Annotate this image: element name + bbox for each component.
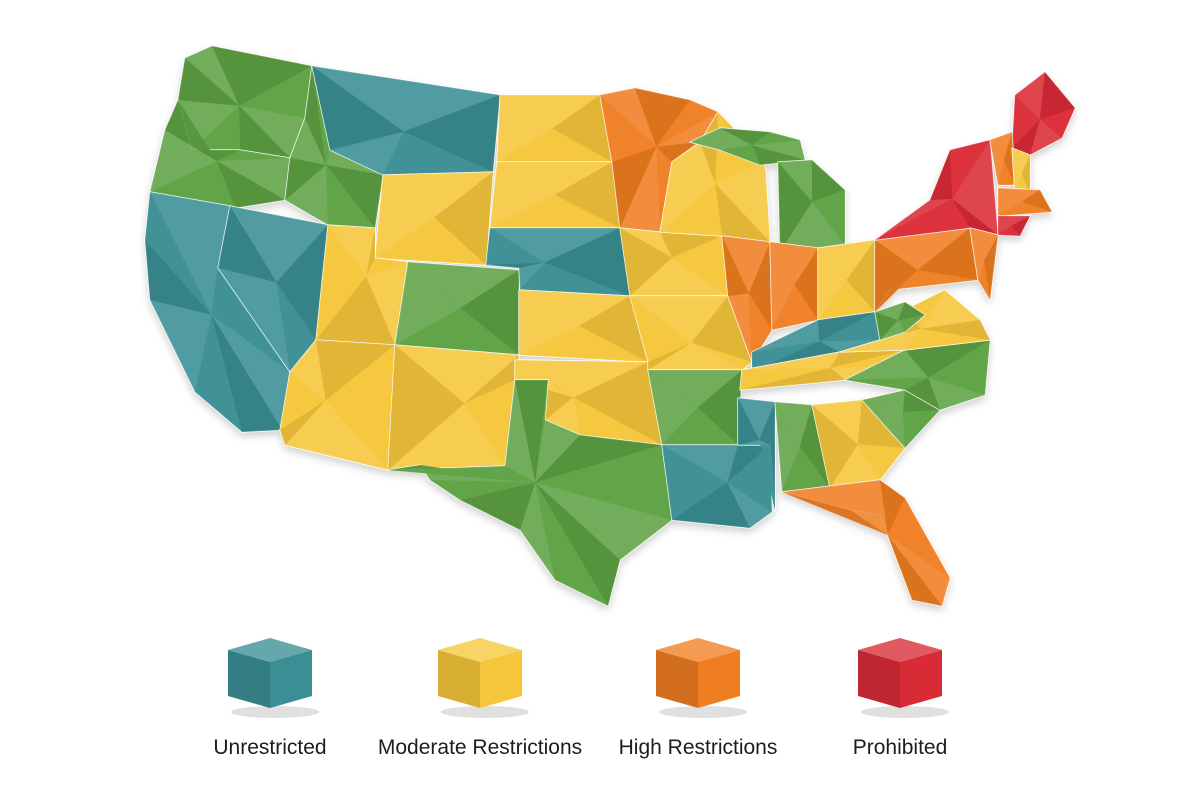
state-ny [874, 139, 999, 241]
state-oh [817, 239, 876, 321]
state-me [1011, 71, 1076, 156]
cube-icon-moderate [438, 638, 529, 718]
state-nh [1011, 147, 1031, 196]
cube-icon-prohibited [858, 638, 949, 718]
legend-item-prohibited: Prohibited [780, 630, 1020, 780]
state-sd [489, 161, 621, 229]
us-map [144, 45, 1076, 607]
cube-icon-high [656, 638, 747, 718]
state-la [661, 444, 773, 529]
state-in [769, 241, 819, 331]
state-ma [997, 187, 1053, 217]
state-wy [374, 171, 494, 266]
state-ct [997, 215, 1031, 237]
legend-label-moderate: Moderate Restrictions [377, 736, 583, 759]
legend-item-unrestricted: Unrestricted [150, 630, 390, 780]
state-vt [989, 131, 1016, 186]
state-wa [177, 45, 313, 159]
state-co [394, 261, 520, 356]
legend-label-unrestricted: Unrestricted [213, 736, 327, 759]
state-ks [518, 289, 649, 363]
legend-item-moderate: Moderate Restrictions [360, 630, 600, 780]
state-ia [619, 227, 729, 297]
state-fl [781, 479, 951, 607]
legend: Unrestricted Moderate Restrictions High … [0, 630, 1200, 800]
legend-label-prohibited: Prohibited [852, 736, 948, 759]
legend-item-high: High Restrictions [578, 630, 818, 780]
legend-label-high: High Restrictions [618, 736, 778, 759]
state-ar [647, 369, 743, 446]
state-mi [777, 159, 846, 253]
state-nd [496, 94, 613, 163]
cube-icon-unrestricted [228, 638, 319, 718]
state-nm [387, 344, 520, 471]
